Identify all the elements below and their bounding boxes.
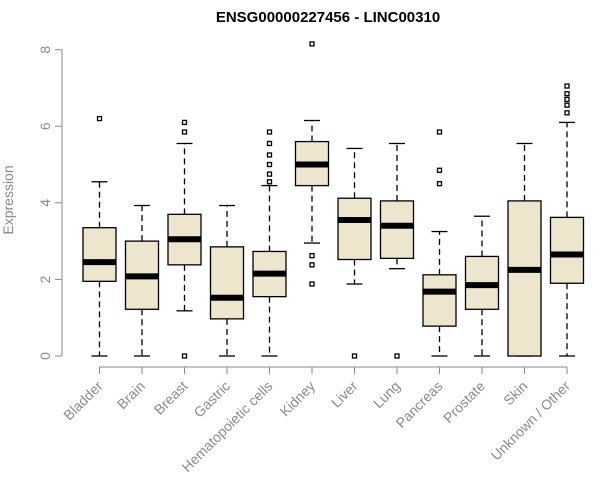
outlier-point (436, 129, 443, 135)
outlier-point (564, 102, 570, 108)
x-tick-label: Brain (114, 378, 148, 412)
outlier-point (181, 129, 188, 135)
outlier-point (564, 110, 570, 116)
x-tick-label: Pancreas (392, 378, 445, 431)
outlier-point (266, 129, 273, 135)
x-tick-label: Bladder (60, 378, 106, 424)
box-liver (337, 147, 372, 359)
y-tick-label: 2 (37, 275, 53, 283)
outlier-point (181, 353, 188, 359)
iqr-box (209, 246, 245, 320)
box-brain (124, 204, 160, 357)
outlier-point (266, 179, 273, 185)
box-bladder (82, 115, 117, 357)
outlier-point (564, 83, 570, 89)
outlier-point (564, 96, 570, 103)
outlier-point (309, 253, 315, 259)
box-lung (379, 142, 415, 359)
box-skin (507, 142, 542, 357)
outlier-point (266, 171, 273, 177)
y-tick-label: 0 (37, 352, 53, 360)
iqr-box (422, 274, 457, 327)
outlier-point (266, 140, 273, 147)
box-hematopoietic-cells (252, 129, 287, 357)
box-gastric (209, 204, 245, 357)
box-prostate (464, 215, 500, 357)
outlier-point (266, 152, 273, 158)
box-breast (167, 119, 202, 359)
x-tick-label: Kidney (277, 378, 319, 420)
iqr-box (507, 200, 542, 357)
outlier-point (394, 353, 400, 359)
y-tick-label: 6 (37, 122, 53, 130)
outlier-point (266, 161, 273, 168)
outlier-point (436, 167, 443, 173)
y-tick-label: 8 (37, 46, 53, 54)
iqr-box (337, 197, 372, 261)
x-tick-label: Breast (151, 378, 191, 418)
y-tick-label: 4 (37, 199, 53, 207)
x-tick-label: Skin (500, 378, 531, 409)
outlier-point (96, 115, 103, 122)
x-tick-label: Unknown / Other (488, 378, 574, 464)
box-pancreas (422, 129, 457, 357)
x-tick-label: Liver (328, 378, 361, 411)
x-tick-label: Prostate (440, 378, 488, 426)
outlier-point (309, 41, 315, 47)
x-tick-label: Lung (370, 378, 403, 411)
y-axis: 0 2 4 6 8 (37, 46, 63, 360)
outlier-point (351, 353, 358, 359)
outlier-point (309, 262, 315, 268)
outlier-point (309, 281, 315, 287)
iqr-box (82, 227, 117, 282)
box-unknown-other (549, 83, 585, 357)
iqr-box (549, 216, 585, 284)
chart-title: ENSG00000227456 - LINC00310 (216, 9, 440, 26)
outlier-point (181, 119, 188, 126)
box-series (82, 41, 585, 359)
y-axis-label: Expression (0, 165, 16, 234)
outlier-point (564, 91, 570, 97)
outlier-point (436, 181, 443, 187)
box-kidney (294, 41, 330, 287)
iqr-box (379, 200, 415, 260)
